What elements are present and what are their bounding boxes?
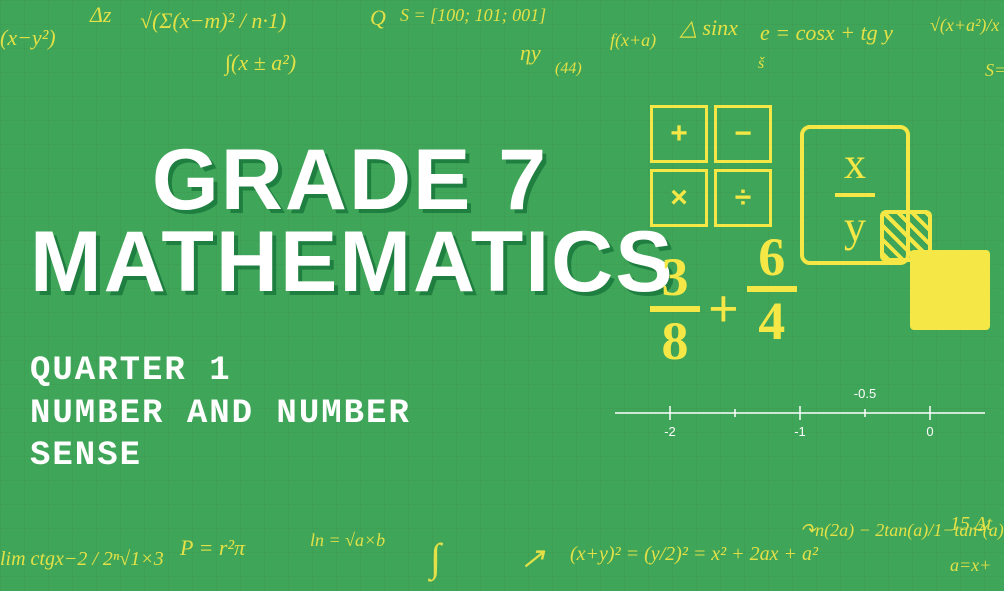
- op-plus-icon: +: [650, 105, 708, 163]
- number-line: -2 -1 0 -0.5: [600, 378, 1000, 448]
- title-line-1: GRADE 7: [30, 140, 670, 222]
- subtitle-line-2: NUMBER AND NUMBER: [30, 393, 570, 436]
- fraction-expression: 3 8 + 6 4: [650, 250, 797, 368]
- tick-label: -1: [794, 424, 806, 439]
- fraction-bar-icon: [835, 193, 875, 197]
- f1-numerator: 3: [662, 250, 689, 304]
- fraction-2: 6 4: [747, 230, 797, 348]
- tick-label: 0: [926, 424, 933, 439]
- math-doodle: S=: [985, 60, 1004, 81]
- math-doodle: △ sinx: [680, 15, 738, 41]
- fraction-1: 3 8: [650, 250, 700, 368]
- main-title: GRADE 7 MATHEMATICS: [30, 140, 670, 303]
- math-doodle: f(x+a): [610, 30, 656, 51]
- tick-label: -2: [664, 424, 676, 439]
- math-doodle: lim ctgx−2 / 2ⁿ√1×3: [0, 548, 164, 571]
- hatched-square-icon: [880, 210, 932, 262]
- point-label: -0.5: [854, 386, 876, 401]
- subtitle: QUARTER 1 NUMBER AND NUMBER SENSE: [30, 350, 570, 478]
- f2-denominator: 4: [758, 294, 785, 348]
- title-line-2: MATHEMATICS: [30, 222, 670, 304]
- slide-canvas: (x−y²) Δz √(Σ(x−m)² / n·1) ∫(x ± a²) Q S = [1…: [0, 0, 1004, 591]
- math-doodle: Q: [370, 5, 386, 31]
- subtitle-line-1: QUARTER 1: [30, 350, 570, 393]
- math-doodle: ln = √a×b: [310, 530, 385, 551]
- math-doodle: e = cosx + tg y: [760, 20, 893, 46]
- math-doodle: (44): [555, 60, 582, 78]
- math-doodle: ↗: [520, 541, 545, 576]
- xy-numerator: x: [844, 138, 866, 189]
- op-minus-icon: −: [714, 105, 772, 163]
- math-doodle: ∫(x ± a²): [225, 50, 296, 76]
- math-doodle: ηy: [520, 40, 541, 66]
- f1-denominator: 8: [662, 314, 689, 368]
- xy-denominator: y: [844, 201, 866, 252]
- math-doodle: (x+y)² = (y/2)² = x² + 2ax + a²: [570, 543, 818, 566]
- op-divide-icon: ÷: [714, 169, 772, 227]
- math-doodle: √(Σ(x−m)² / n·1): [140, 8, 286, 34]
- operations-grid-icon: + − × ÷: [650, 105, 780, 235]
- math-doodle: a=x+: [950, 555, 991, 576]
- math-doodle: P = r²π: [180, 535, 245, 561]
- math-doodle: 15 Δt: [950, 513, 992, 536]
- subtitle-line-3: SENSE: [30, 435, 570, 478]
- math-doodle: (x−y²): [0, 25, 56, 51]
- math-doodle: Δz: [90, 2, 111, 28]
- op-times-icon: ×: [650, 169, 708, 227]
- solid-square-icon: [910, 250, 990, 330]
- plus-icon: +: [708, 278, 739, 340]
- math-doodle: √(x+a²)/x: [930, 15, 999, 36]
- math-doodle: š: [758, 55, 764, 73]
- math-doodle: S = [100; 101; 001]: [400, 5, 546, 26]
- f2-numerator: 6: [758, 230, 785, 284]
- math-doodle: ∫: [430, 534, 441, 581]
